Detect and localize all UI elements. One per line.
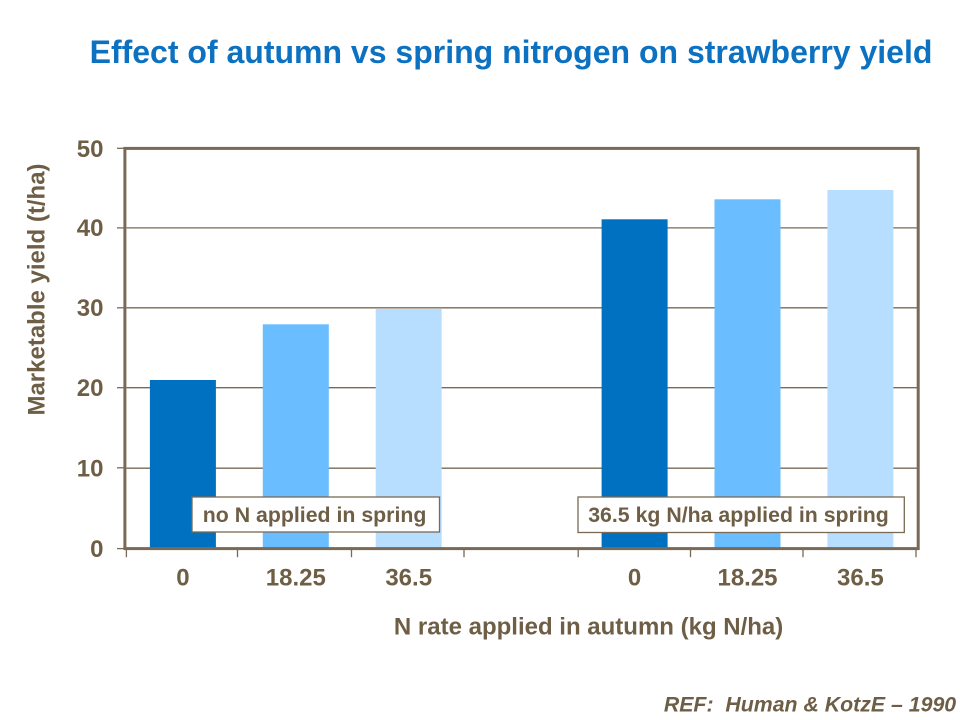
svg-text:REF: Human & KotzE – 1990: REF: Human & KotzE – 1990 [664, 693, 956, 717]
svg-text:0: 0 [90, 536, 103, 563]
svg-text:10: 10 [77, 455, 104, 482]
svg-text:18.25: 18.25 [266, 565, 326, 592]
svg-text:no N applied in spring: no N applied in spring [203, 503, 427, 527]
svg-text:20: 20 [77, 375, 104, 402]
svg-text:Effect of autumn vs spring nit: Effect of autumn vs spring nitrogen on s… [90, 34, 933, 70]
svg-text:N rate applied in autumn (kg N: N rate applied in autumn (kg N/ha) [394, 614, 783, 641]
svg-text:Marketable yield (t/ha): Marketable yield (t/ha) [24, 163, 51, 415]
svg-text:36.5: 36.5 [385, 565, 432, 592]
svg-text:36.5 kg N/ha applied in spring: 36.5 kg N/ha applied in spring [588, 503, 889, 527]
svg-text:18.25: 18.25 [717, 565, 777, 592]
svg-text:30: 30 [77, 295, 104, 322]
svg-text:0: 0 [628, 565, 641, 592]
svg-text:0: 0 [176, 565, 189, 592]
svg-text:36.5: 36.5 [837, 565, 884, 592]
svg-text:50: 50 [77, 136, 104, 163]
svg-text:40: 40 [77, 215, 104, 242]
